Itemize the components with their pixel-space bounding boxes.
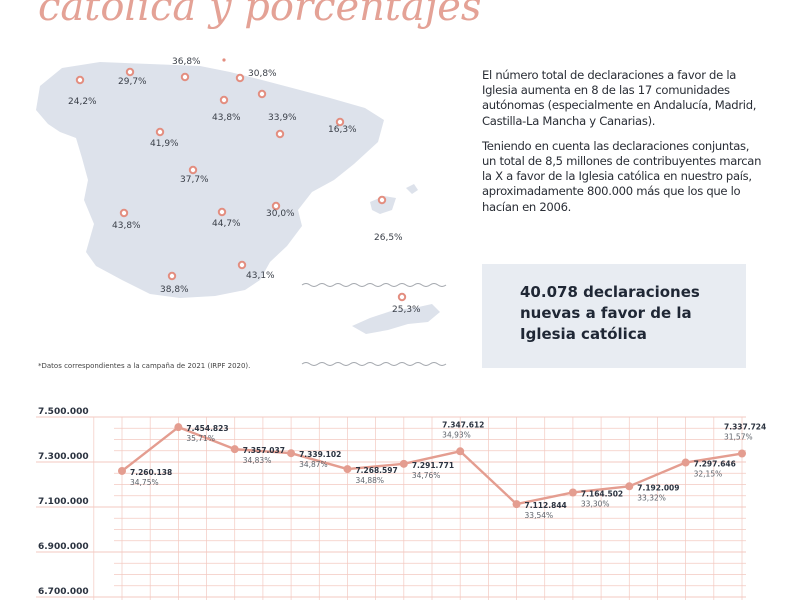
map-region-label: 24,2% — [68, 97, 97, 107]
data-point — [681, 458, 690, 467]
map-marker — [167, 271, 177, 281]
data-percent-label: 32,15% — [694, 470, 723, 479]
map-marker — [125, 67, 135, 77]
map-marker — [188, 165, 198, 175]
map-marker — [377, 195, 387, 205]
map-marker — [237, 260, 247, 270]
canary-islands-shape — [352, 304, 440, 334]
data-value-label: 7.291.771 — [412, 461, 454, 470]
data-point — [456, 447, 465, 456]
data-percent-label: 34,76% — [412, 471, 441, 480]
map-marker — [119, 208, 129, 218]
data-point — [174, 423, 183, 432]
series-line — [121, 425, 743, 506]
balearic-small-island-shape — [406, 184, 418, 194]
map-region-label: 33,9% — [268, 113, 297, 123]
y-tick-label: 6.900.000 — [38, 542, 89, 552]
text-block: El número total de declaraciones a favor… — [482, 68, 764, 225]
map-marker — [257, 89, 267, 99]
data-value-label: 7.347.612 — [442, 420, 484, 429]
map-small-dot — [222, 58, 226, 62]
data-value-label: 7.297.646 — [694, 460, 736, 469]
data-value-label: 7.454.823 — [186, 424, 228, 433]
map-region-label: 43,1% — [246, 271, 275, 281]
line-chart: 7.500.000 7.300.000 7.100.000 6.900.000 6.70… — [36, 407, 766, 600]
map-wave-top — [301, 283, 447, 287]
balearic-islands-shape — [370, 196, 396, 214]
data-point — [287, 449, 296, 458]
footnote: *Datos correspondientes a la campaña de … — [38, 362, 251, 370]
data-point — [625, 482, 634, 491]
map-region-label: 30,8% — [248, 69, 277, 79]
y-tick-label: 6.700.000 — [38, 587, 89, 597]
data-percent-label: 34,83% — [243, 456, 272, 465]
data-point — [230, 445, 239, 454]
map-region-label: 44,7% — [212, 219, 241, 229]
map-region-label: 29,7% — [118, 77, 147, 87]
data-value-label: 7.112.844 — [525, 501, 567, 510]
data-percent-label: 31,57% — [724, 433, 753, 442]
map-marker — [275, 129, 285, 139]
data-percent-label: 34,87% — [299, 460, 328, 469]
map-marker — [235, 73, 245, 83]
data-point — [568, 488, 577, 497]
map-marker — [155, 127, 165, 137]
map-marker — [271, 201, 281, 211]
map-marker — [397, 292, 407, 302]
map-region-label: 26,5% — [374, 233, 403, 243]
data-value-label: 7.339.102 — [299, 450, 341, 459]
map-region-label: 38,8% — [160, 285, 189, 295]
highlight-text: 40.078 declaraciones nuevas a favor de l… — [520, 283, 700, 343]
data-value-label: 7.164.502 — [581, 489, 623, 498]
map-region-label: 43,8% — [112, 221, 141, 231]
y-tick-label: 7.300.000 — [38, 452, 89, 462]
data-percent-label: 33,54% — [525, 511, 554, 520]
data-point — [738, 449, 746, 458]
y-tick-label: 7.100.000 — [38, 497, 89, 507]
data-point — [118, 466, 126, 475]
page-title: católica y porcentajes — [38, 0, 482, 30]
map-region-label: 30,0% — [266, 209, 295, 219]
highlight-box: 40.078 declaraciones nuevas a favor de l… — [482, 264, 746, 368]
data-value-label: 7.192.009 — [637, 483, 679, 492]
data-value-label: 7.268.597 — [355, 466, 397, 475]
data-percent-label: 34,93% — [442, 430, 471, 439]
data-point — [399, 459, 408, 468]
paragraph-2: Teniendo en cuenta las declaraciones con… — [482, 138, 762, 214]
data-percent-label: 35,71% — [186, 434, 215, 443]
data-percent-label: 34,75% — [130, 478, 159, 487]
map-marker — [219, 95, 229, 105]
data-percent-label: 33,30% — [581, 499, 610, 508]
map-region-label: 25,3% — [392, 305, 421, 315]
map-region-label: 43,8% — [212, 113, 241, 123]
map-marker — [75, 75, 85, 85]
y-tick-label: 7.500.000 — [38, 407, 89, 417]
data-value-label: 7.260.138 — [130, 468, 172, 477]
data-point — [343, 465, 352, 474]
peninsula-shape — [36, 62, 384, 298]
map-wave-bottom — [301, 362, 447, 366]
map-region-label: 36,8% — [172, 57, 201, 67]
data-percent-label: 33,32% — [637, 493, 666, 502]
map-marker — [180, 72, 190, 82]
map-marker — [217, 207, 227, 217]
map-marker — [335, 117, 345, 127]
map-region-label: 41,9% — [150, 139, 179, 149]
data-value-label: 7.337.724 — [724, 423, 766, 432]
map-region-label: 16,3% — [328, 125, 357, 135]
spain-map: 24,2% 29,7% 36,8% 30,8% 43,8% 33,9% 16,3% 41,9%… — [36, 57, 447, 366]
map-region-label: 37,7% — [180, 175, 209, 185]
paragraph-1: El número total de declaraciones a favor… — [482, 68, 757, 128]
data-value-label: 7.357.037 — [243, 446, 285, 455]
data-point — [512, 500, 521, 509]
data-percent-label: 34,88% — [355, 476, 384, 485]
